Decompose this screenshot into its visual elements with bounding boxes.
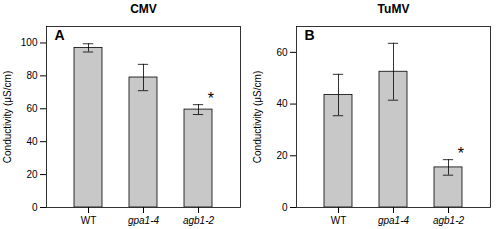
svg-text:60: 60 [26, 103, 38, 114]
svg-text:agb1-2: agb1-2 [183, 215, 215, 226]
svg-text:40: 40 [26, 136, 38, 147]
svg-text:*: * [208, 90, 214, 107]
svg-text:agb1-2: agb1-2 [433, 215, 465, 226]
svg-text:0: 0 [282, 202, 288, 213]
svg-text:100: 100 [21, 37, 38, 48]
svg-text:80: 80 [26, 70, 38, 81]
svg-text:TuMV: TuMV [378, 2, 410, 16]
svg-text:*: * [458, 145, 464, 162]
svg-text:CMV: CMV [130, 2, 157, 16]
svg-text:B: B [305, 27, 315, 43]
svg-text:0: 0 [32, 202, 38, 213]
svg-text:40: 40 [276, 98, 288, 109]
svg-text:WT: WT [331, 215, 347, 226]
svg-text:gpa1-4: gpa1-4 [128, 215, 160, 226]
svg-text:60: 60 [276, 47, 288, 58]
svg-text:gpa1-4: gpa1-4 [378, 215, 410, 226]
svg-text:Conductivity (μS/cm): Conductivity (μS/cm) [252, 71, 263, 163]
svg-text:20: 20 [26, 169, 38, 180]
svg-text:20: 20 [276, 150, 288, 161]
svg-text:Conductivity (μS/cm): Conductivity (μS/cm) [2, 71, 13, 163]
svg-text:A: A [55, 27, 65, 43]
svg-text:WT: WT [81, 215, 97, 226]
